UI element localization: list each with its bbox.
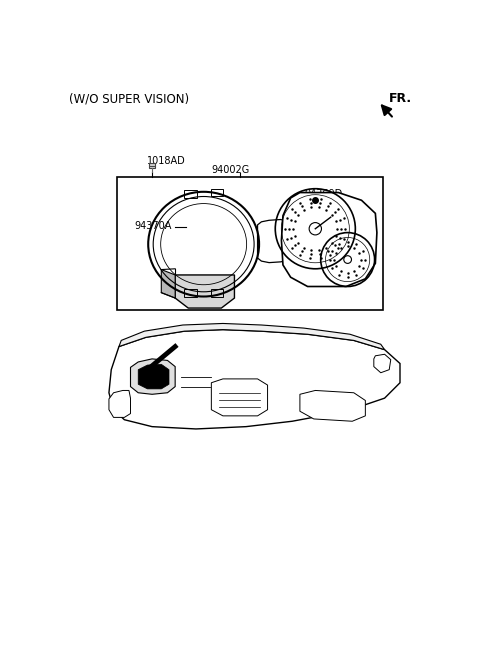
Text: (W/O SUPER VISION): (W/O SUPER VISION) xyxy=(69,92,189,105)
Circle shape xyxy=(309,223,322,235)
Polygon shape xyxy=(281,193,377,286)
Polygon shape xyxy=(131,359,175,394)
Text: 94002G: 94002G xyxy=(212,165,250,175)
Text: 1018AD: 1018AD xyxy=(147,156,186,166)
Polygon shape xyxy=(374,354,391,373)
Bar xyxy=(184,190,197,198)
Polygon shape xyxy=(175,275,234,308)
Bar xyxy=(211,189,223,196)
Polygon shape xyxy=(109,329,400,429)
Polygon shape xyxy=(300,390,365,421)
Bar xyxy=(149,163,155,168)
Bar xyxy=(184,289,197,297)
Text: 94370A: 94370A xyxy=(134,221,172,231)
Text: 94369D: 94369D xyxy=(304,189,343,198)
Polygon shape xyxy=(211,379,267,416)
Bar xyxy=(117,177,383,310)
Text: FR.: FR. xyxy=(389,92,412,105)
Polygon shape xyxy=(138,364,169,389)
Polygon shape xyxy=(161,270,175,298)
Bar xyxy=(211,289,223,297)
Polygon shape xyxy=(109,390,131,417)
Circle shape xyxy=(344,255,351,263)
Polygon shape xyxy=(119,324,384,350)
Polygon shape xyxy=(258,219,292,263)
